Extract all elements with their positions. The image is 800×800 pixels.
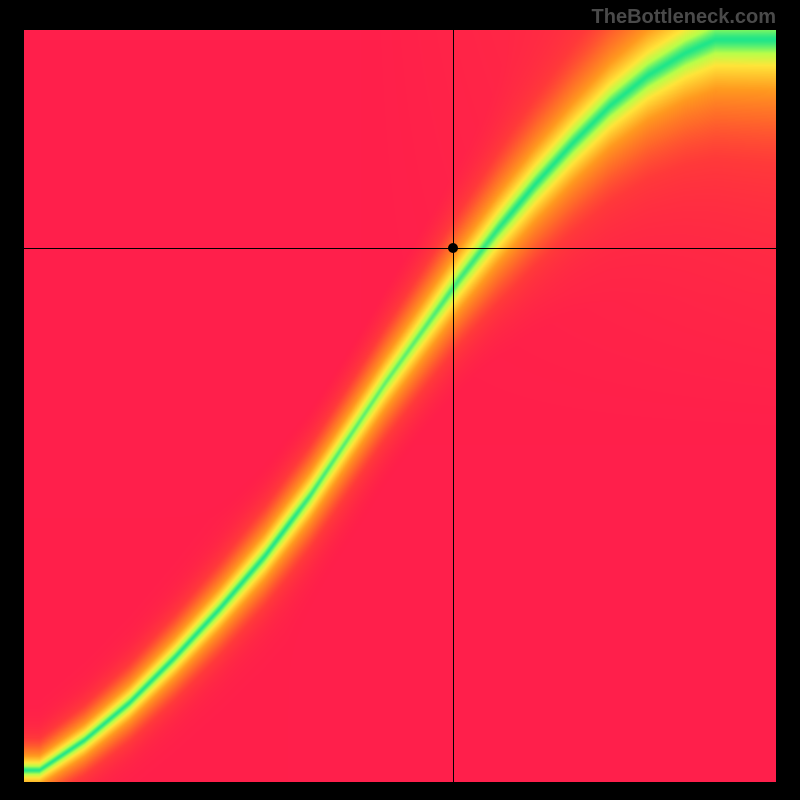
heatmap-canvas	[24, 30, 776, 782]
chart-container: TheBottleneck.com	[0, 0, 800, 800]
crosshair-horizontal	[24, 248, 776, 249]
crosshair-vertical	[453, 30, 454, 782]
heatmap-plot-area	[24, 30, 776, 782]
crosshair-marker	[448, 243, 458, 253]
watermark-text: TheBottleneck.com	[592, 6, 776, 29]
